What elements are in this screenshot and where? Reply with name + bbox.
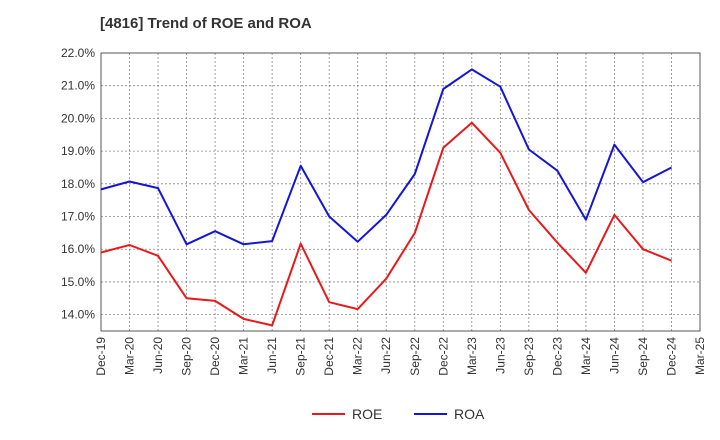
y-tick-label: 18.0%	[61, 177, 95, 191]
x-tick-label: Dec-21	[322, 337, 336, 376]
x-tick-label: Mar-24	[579, 337, 593, 375]
x-tick-label: Jun-22	[379, 337, 393, 374]
x-tick-label: Sep-24	[636, 337, 650, 376]
x-tick-label: Dec-23	[550, 337, 564, 376]
x-axis-ticks: Dec-19 Mar-20 Jun-20 Sep-20 Dec-20 Mar-21 Jun-…	[94, 337, 707, 376]
legend: ROE ROA	[312, 406, 485, 422]
grid	[101, 53, 700, 331]
plot-area-border	[100, 52, 701, 332]
y-tick-label: 21.0%	[61, 79, 95, 93]
y-tick-label: 22.0%	[61, 46, 95, 60]
legend-label-roa: ROA	[454, 406, 485, 422]
x-tick-label: Dec-19	[94, 337, 108, 376]
y-tick-label: 17.0%	[61, 210, 95, 224]
y-tick-label: 19.0%	[61, 144, 95, 158]
series-lines	[100, 68, 672, 327]
x-tick-label: Dec-20	[208, 337, 222, 376]
series-line-roe	[100, 121, 672, 327]
x-tick-label: Mar-25	[693, 337, 707, 375]
x-tick-label: Jun-21	[265, 337, 279, 374]
x-tick-label: Mar-22	[351, 337, 365, 375]
y-tick-label: 20.0%	[61, 111, 95, 125]
x-tick-label: Mar-21	[237, 337, 251, 375]
x-tick-label: Jun-23	[493, 337, 507, 374]
y-tick-label: 16.0%	[61, 242, 95, 256]
series-line-roa	[100, 68, 672, 246]
x-tick-label: Dec-22	[436, 337, 450, 376]
x-tick-label: Mar-20	[123, 337, 137, 375]
y-axis-ticks: 14.0% 15.0% 16.0% 17.0% 18.0% 19.0% 20.0% 21.0%…	[61, 46, 95, 322]
x-tick-label: Jun-20	[151, 337, 165, 374]
chart-title: [4816] Trend of ROE and ROA	[100, 15, 312, 32]
x-tick-label: Sep-22	[408, 337, 422, 376]
x-tick-label: Mar-23	[465, 337, 479, 375]
y-tick-label: 14.0%	[61, 308, 95, 322]
x-tick-label: Dec-24	[664, 337, 678, 376]
x-tick-label: Sep-21	[294, 337, 308, 376]
legend-label-roe: ROE	[352, 406, 382, 422]
y-tick-label: 15.0%	[61, 275, 95, 289]
x-tick-label: Sep-23	[522, 337, 536, 376]
x-tick-label: Sep-20	[180, 337, 194, 376]
x-tick-label: Jun-24	[607, 337, 621, 374]
